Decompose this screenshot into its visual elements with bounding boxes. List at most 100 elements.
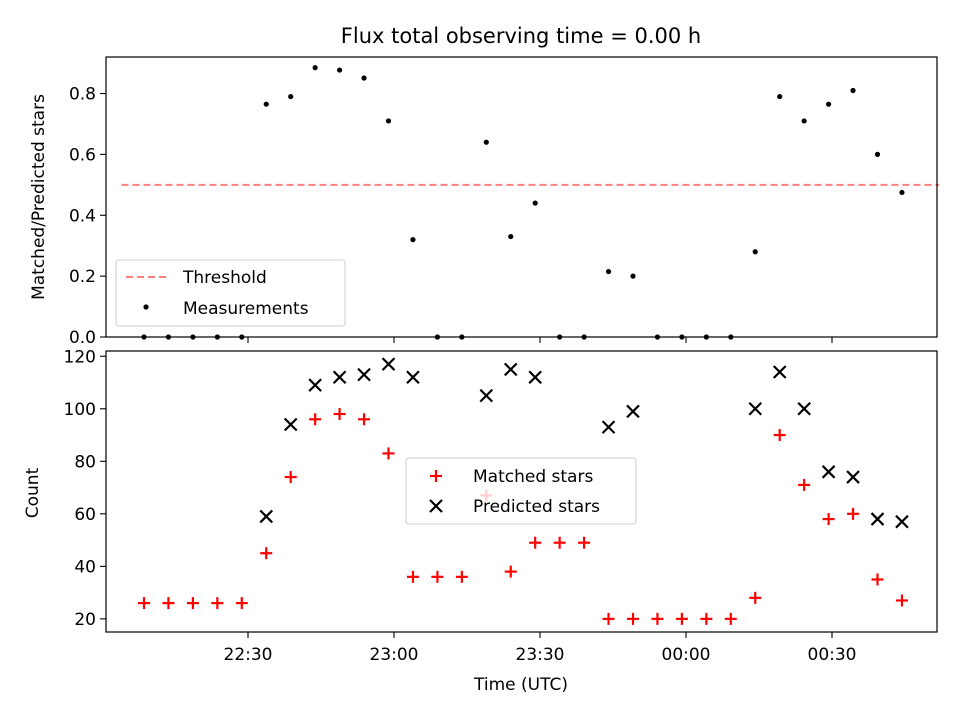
- top-legend-box: [115, 259, 346, 327]
- predicted-star-stroke: [821, 465, 836, 479]
- measurement-point: [361, 75, 367, 81]
- measurement-point: [508, 233, 514, 240]
- legend-matched-label: Matched stars: [473, 467, 593, 487]
- bottom-x-ticks: 22:30 23:00 23:30 00:00 00:30: [224, 632, 857, 665]
- measurement-point: [777, 93, 783, 100]
- predicted-star-point: [528, 370, 542, 385]
- matched-star-point: [406, 570, 419, 583]
- top-legend: Threshold Measurements: [115, 259, 346, 327]
- legend-predicted-swatch: [429, 499, 443, 513]
- matched-star-point: [553, 536, 566, 549]
- y-tick-label: 80: [74, 452, 96, 472]
- predicted-star-point: [259, 509, 274, 524]
- predicted-star-stroke: [308, 378, 322, 392]
- y-tick-label: 60: [74, 505, 96, 525]
- matched-star-point: [602, 612, 615, 625]
- x-tick-label: 22:30: [224, 645, 273, 665]
- matched-star-point: [431, 570, 444, 583]
- predicted-star-point: [626, 404, 640, 419]
- bottom-y-axis-label: Count: [23, 467, 43, 518]
- predicted-star-point: [601, 420, 616, 434]
- legend-measurements-label: Measurements: [183, 299, 309, 319]
- measurement-point: [288, 93, 294, 100]
- predicted-star-stroke: [846, 470, 860, 484]
- predicted-star-stroke: [259, 509, 274, 524]
- measurement-point: [630, 273, 636, 279]
- matched-star-point: [529, 536, 542, 549]
- y-tick-label: 40: [74, 557, 96, 577]
- matched-star-point: [700, 612, 713, 625]
- matched-star-point: [798, 478, 811, 491]
- matched-star-point: [284, 471, 297, 484]
- matched-star-point: [847, 507, 860, 520]
- predicted-star-point: [332, 370, 347, 385]
- predicted-star-stroke: [479, 388, 494, 403]
- matched-star-point: [578, 536, 591, 549]
- predicted-star-point: [870, 512, 885, 526]
- predicted-star-point: [895, 514, 909, 529]
- matched-star-point: [822, 513, 835, 526]
- bottom-y-ticks: 20 40 60 80 100 120: [64, 347, 106, 630]
- predicted-star-stroke: [406, 370, 420, 385]
- measurement-point: [605, 268, 612, 275]
- top-axes-frame: [105, 56, 938, 338]
- matched-star-point: [260, 547, 273, 560]
- x-axis-label: Time (UTC): [473, 675, 568, 695]
- predicted-star-point: [772, 365, 787, 379]
- matched-star-point: [675, 612, 688, 625]
- predicted-star-stroke: [332, 370, 347, 385]
- predicted-star-point: [308, 378, 322, 392]
- x-tick-label: 23:00: [370, 645, 419, 665]
- legend-threshold-label: Threshold: [182, 268, 267, 288]
- x-tick-label: 00:00: [662, 645, 711, 665]
- matched-star-point: [773, 429, 786, 442]
- measurement-point: [801, 118, 807, 124]
- predicted-star-stroke: [283, 417, 298, 432]
- matched-star-point: [333, 408, 346, 421]
- bottom-legend: Matched stars Predicted stars: [405, 457, 637, 525]
- predicted-star-stroke: [528, 370, 542, 385]
- measurement-point: [312, 65, 318, 71]
- predicted-star-stroke: [357, 367, 371, 382]
- measurement-point: [899, 189, 905, 196]
- y-tick-label: 0.0: [69, 328, 96, 348]
- measurement-point: [874, 151, 881, 157]
- legend-predicted-label: Predicted stars: [473, 497, 600, 517]
- y-tick-label: 120: [64, 347, 96, 367]
- top-y-ticks: 0.0 0.2 0.4 0.6 0.8: [69, 85, 106, 348]
- predicted-star-stroke: [797, 401, 811, 416]
- y-tick-label: 0.8: [69, 85, 96, 105]
- bottom-axes-frame: [105, 350, 938, 633]
- predicted-star-stroke: [772, 365, 787, 379]
- measurement-point: [850, 87, 856, 94]
- predicted-star-stroke: [601, 420, 616, 434]
- predicted-star-point: [283, 417, 298, 432]
- matched-star-point: [504, 565, 517, 578]
- predicted-star-stroke: [870, 512, 885, 526]
- matched-star-point: [724, 612, 737, 625]
- matched-star-point: [162, 597, 175, 610]
- matched-star-point: [235, 597, 248, 610]
- matched-star-point: [309, 413, 322, 426]
- measurement-point: [483, 139, 489, 145]
- matched-star-point: [211, 597, 224, 610]
- matched-star-point: [651, 612, 664, 625]
- predicted-star-point: [406, 370, 420, 385]
- bottom-panel: 20 40 60 80 100 120 22:30 23:00 23:30 00:00 00:30…: [23, 347, 938, 695]
- x-tick-label: 00:30: [808, 645, 857, 665]
- y-tick-label: 0.4: [69, 206, 96, 226]
- y-tick-label: 20: [74, 610, 96, 630]
- measurement-point: [337, 67, 343, 73]
- predicted-star-stroke: [626, 404, 640, 419]
- matched-star-point: [749, 591, 762, 604]
- matched-star-point: [138, 597, 150, 610]
- matched-star-point: [186, 597, 199, 610]
- y-tick-label: 0.6: [69, 145, 96, 165]
- bottom-legend-box: [405, 457, 637, 525]
- measurement-point: [826, 101, 832, 107]
- matched-star-point: [895, 594, 908, 607]
- predicted-star-point: [821, 465, 836, 479]
- chart-title: Flux total observing time = 0.00 h: [341, 24, 701, 48]
- predicted-star-point: [846, 470, 860, 484]
